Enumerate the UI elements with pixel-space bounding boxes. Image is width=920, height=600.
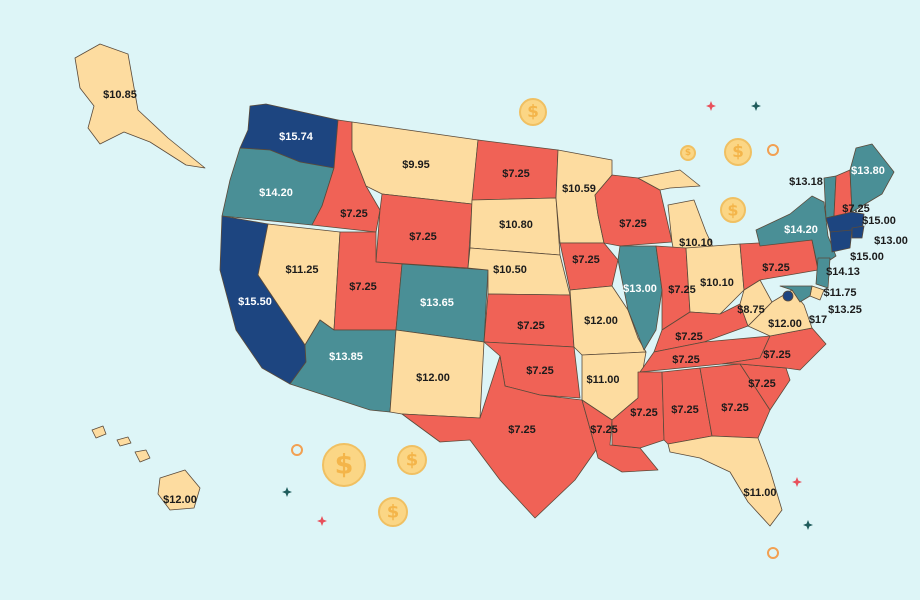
state-ohio	[685, 243, 745, 315]
state-florida	[667, 435, 783, 527]
wage-label-indiana: $7.25	[668, 284, 696, 296]
state-massachusetts	[825, 211, 865, 233]
sparkle-icon	[317, 516, 327, 526]
state-hawaii	[91, 425, 201, 511]
state-iowa	[559, 242, 619, 291]
wage-label-georgia: $7.25	[721, 402, 749, 414]
wage-label-tennessee: $7.25	[672, 354, 700, 366]
svg-text:$: $	[727, 201, 738, 220]
wage-label-kansas: $7.25	[517, 320, 545, 332]
wage-label-florida: $11.00	[743, 487, 776, 499]
ring-icon	[767, 547, 779, 559]
dollar-coin-icon: $	[720, 197, 746, 223]
wage-label-montana: $9.95	[402, 159, 430, 171]
wage-label-delaware: $11.75	[823, 287, 856, 299]
wage-label-kentucky: $7.25	[675, 331, 703, 343]
wage-label-new-jersey: $14.13	[826, 266, 860, 278]
wage-label-iowa: $7.25	[572, 254, 600, 266]
wage-label-arkansas: $11.00	[586, 374, 619, 386]
wage-label-new-hampshire: $7.25	[842, 203, 870, 215]
wage-label-minnesota: $10.59	[562, 183, 596, 195]
wage-label-colorado: $13.65	[420, 297, 454, 309]
wage-label-vermont: $13.18	[789, 176, 823, 188]
wage-label-utah: $7.25	[349, 281, 377, 293]
state-georgia	[699, 363, 771, 439]
state-north-carolina	[721, 327, 827, 371]
wage-label-pennsylvania: $7.25	[762, 262, 790, 274]
dollar-coin-icon: $	[397, 445, 427, 475]
state-shapes	[74, 43, 895, 527]
wage-label-district-of-columbia: $17	[809, 314, 827, 326]
wage-label-connecticut: $15.00	[850, 251, 884, 263]
state-texas	[401, 355, 597, 519]
decorations: $ $ $ $ $ $ $	[282, 98, 813, 559]
state-maine	[849, 143, 895, 213]
wage-label-ohio: $10.10	[700, 277, 734, 289]
state-louisiana	[581, 399, 659, 473]
ring-icon	[291, 444, 303, 456]
wage-label-new-mexico: $12.00	[416, 372, 450, 384]
svg-text:$: $	[527, 102, 539, 122]
wage-label-idaho: $7.25	[340, 208, 368, 220]
state-west-virginia	[739, 279, 773, 327]
wage-label-new-york: $14.20	[784, 224, 818, 236]
wage-label-north-carolina: $7.25	[763, 349, 791, 361]
wage-label-michigan: $10.10	[679, 237, 713, 249]
wage-label-alaska: $10.85	[103, 89, 137, 101]
wage-label-maryland: $13.25	[828, 304, 862, 316]
sparkle-icon	[282, 487, 292, 497]
wage-label-maine: $13.80	[851, 165, 885, 177]
svg-text:$: $	[387, 502, 400, 523]
sparkle-icon	[706, 101, 716, 111]
wage-label-rhode-island: $13.00	[874, 235, 908, 247]
wage-label-south-dakota: $10.80	[499, 219, 533, 231]
ring-icon	[767, 144, 779, 156]
wage-label-virginia: $12.00	[768, 318, 802, 330]
wage-label-california: $15.50	[238, 296, 272, 308]
dollar-coin-icon: $	[322, 443, 366, 487]
state-delaware	[809, 285, 825, 301]
wage-label-arizona: $13.85	[329, 351, 363, 363]
wage-label-wyoming: $7.25	[409, 231, 437, 243]
state-connecticut	[829, 229, 853, 253]
wage-label-washington: $15.74	[279, 131, 314, 143]
wage-label-nebraska: $10.50	[493, 264, 527, 276]
dollar-coin-icon: $	[378, 497, 408, 527]
wage-label-louisiana: $7.25	[590, 424, 618, 436]
wage-label-oklahoma: $7.25	[526, 365, 554, 377]
state-alaska	[74, 43, 206, 169]
state-rhode-island	[851, 225, 865, 239]
wage-label-illinois: $13.00	[623, 283, 657, 295]
wage-label-oregon: $14.20	[259, 187, 293, 199]
dollar-coin-icon: $	[680, 145, 696, 161]
svg-text:$: $	[732, 142, 744, 162]
state-district-of-columbia	[782, 290, 794, 302]
dollar-coin-icon: $	[724, 138, 752, 166]
sparkle-icon	[751, 101, 761, 111]
wage-label-west-virginia: $8.75	[737, 304, 765, 316]
sparkle-icon	[792, 477, 802, 487]
wage-label-wisconsin: $7.25	[619, 218, 647, 230]
wage-label-alabama: $7.25	[671, 404, 699, 416]
wage-label-nevada: $11.25	[285, 264, 318, 276]
wage-label-missouri: $12.00	[584, 315, 618, 327]
svg-text:$: $	[335, 450, 354, 481]
wage-label-south-carolina: $7.25	[748, 378, 776, 390]
svg-text:$: $	[685, 148, 691, 158]
state-maryland	[779, 285, 813, 303]
dollar-coin-icon: $	[519, 98, 547, 126]
wage-label-texas: $7.25	[508, 424, 536, 436]
wage-label-hawaii: $12.00	[163, 494, 197, 506]
svg-text:$: $	[406, 450, 419, 471]
wage-label-massachusetts: $15.00	[862, 215, 896, 227]
wage-label-north-dakota: $7.25	[502, 168, 530, 180]
state-new-jersey	[815, 257, 831, 289]
wage-label-mississippi: $7.25	[630, 407, 658, 419]
wage-labels: $10.85 $12.00 $15.74 $14.20 $15.50 $7.25 $11.2…	[103, 89, 908, 506]
sparkle-icon	[803, 520, 813, 530]
